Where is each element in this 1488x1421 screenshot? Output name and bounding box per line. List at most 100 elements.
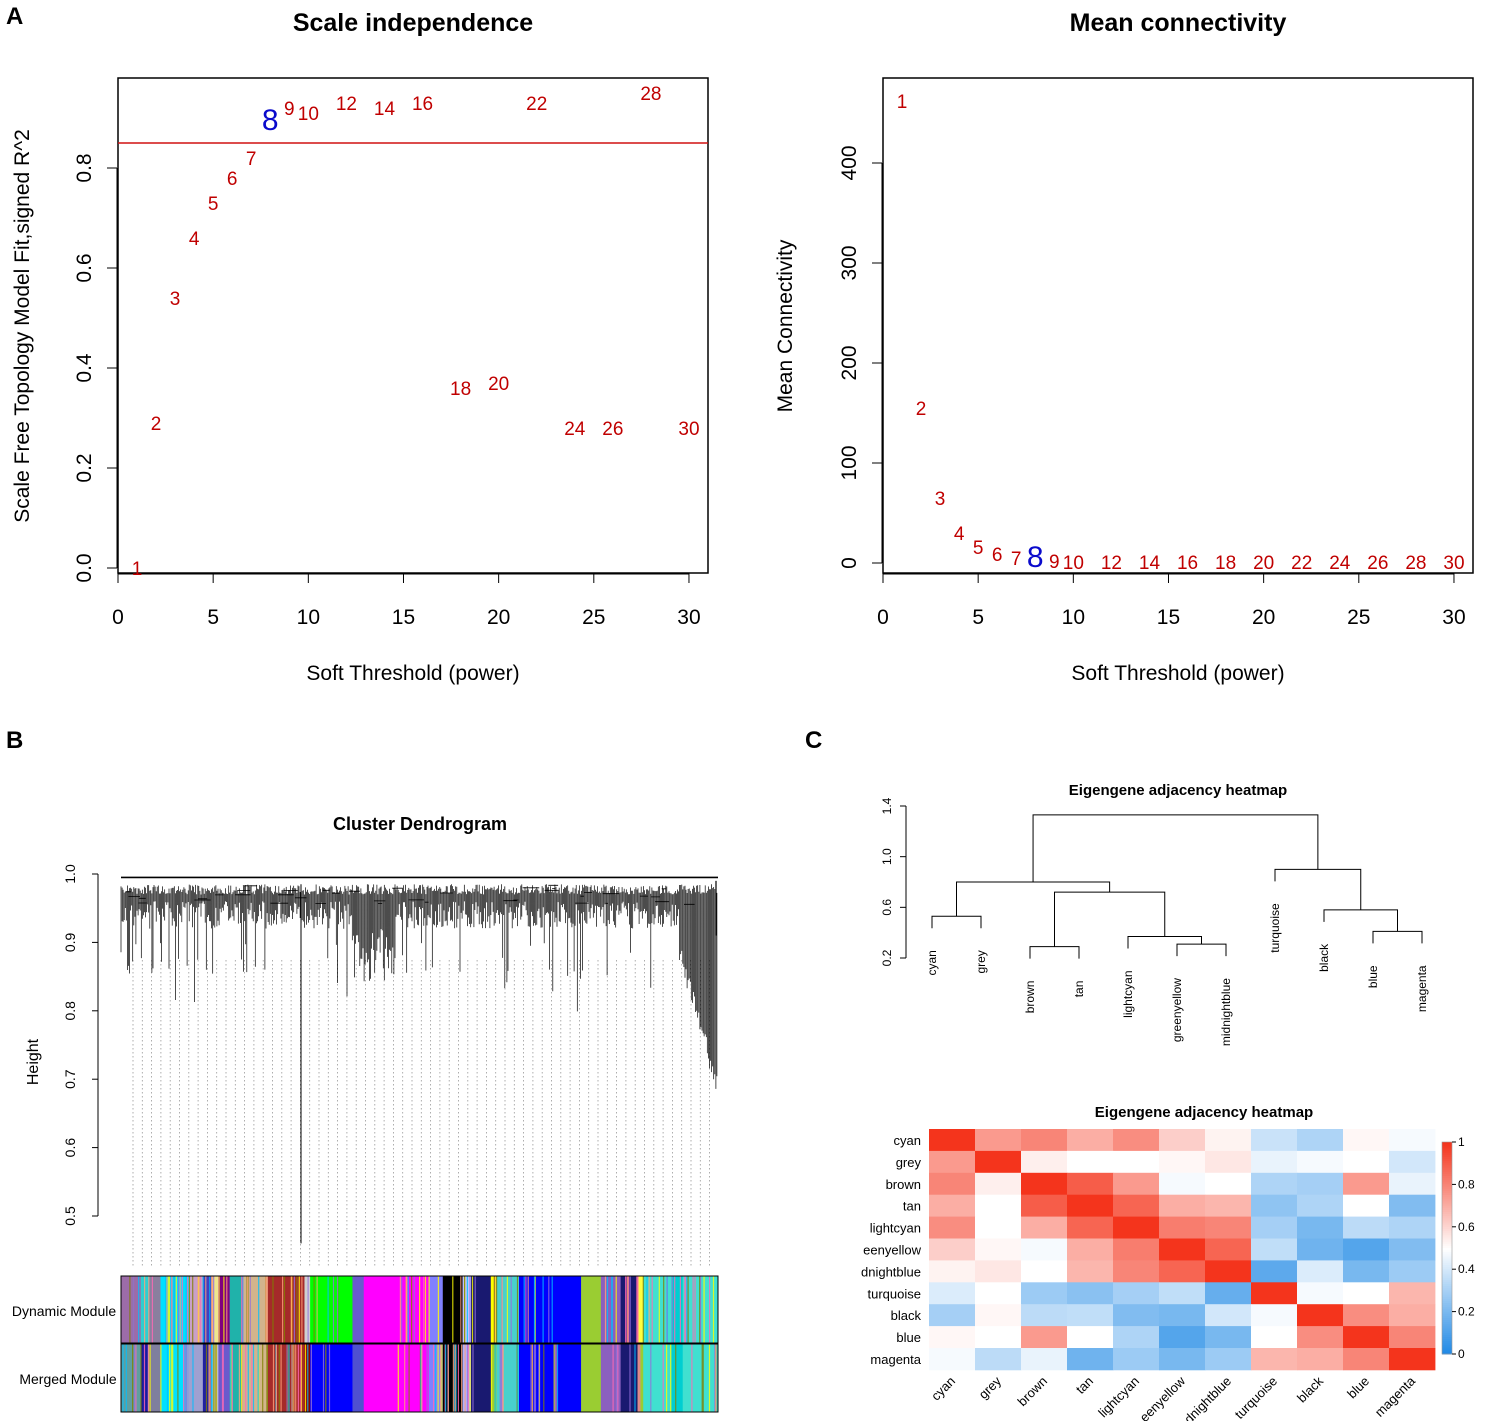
dendrogram-merge <box>1274 868 1362 910</box>
chart-title: Eigengene adjacency heatmap <box>1095 1104 1313 1121</box>
row-label: cyan <box>894 1133 921 1148</box>
x-tick-label: 0 <box>877 606 889 629</box>
merged-module-label: Merged Module <box>19 1371 116 1387</box>
colorbar-step <box>1442 1156 1452 1160</box>
merged-module-bar-segment <box>242 1344 269 1412</box>
leaf-label: midnightblue <box>1219 978 1233 1046</box>
heatmap-cell <box>1389 1348 1436 1371</box>
colorbar-step <box>1442 1182 1452 1185</box>
colorbar-step <box>1442 1237 1452 1241</box>
dynamic-module-bar-segment <box>304 1276 311 1343</box>
mean-connectivity-chart: Mean connectivity 0 5 10 15 20 25 30 010020030… <box>774 9 1474 685</box>
colorbar-step <box>1442 1334 1452 1338</box>
merged-module-bar-segment <box>519 1344 582 1412</box>
data-point: 3 <box>935 489 946 510</box>
heatmap-cell <box>1297 1194 1344 1217</box>
colorbar-step <box>1442 1256 1452 1260</box>
heatmap-cell <box>1297 1150 1344 1174</box>
row-label: dnightblue <box>861 1264 921 1279</box>
dynamic-module-bar-segment <box>620 1276 638 1343</box>
heatmap-cell <box>1113 1348 1160 1371</box>
data-point: 5 <box>208 194 219 215</box>
merged-module-bar-segment <box>490 1344 497 1412</box>
heatmap-cell <box>1251 1348 1298 1371</box>
colorbar-step <box>1442 1347 1452 1351</box>
heatmap-cell <box>1251 1150 1298 1174</box>
heatmap-cell <box>1389 1304 1436 1327</box>
heatmap-cell <box>1297 1172 1344 1196</box>
data-point: 2 <box>151 414 162 435</box>
colorbar-step <box>1442 1324 1452 1327</box>
colorbar-step <box>1442 1226 1452 1230</box>
data-point: 20 <box>488 374 509 395</box>
leaf-label: greenyellow <box>1170 978 1184 1042</box>
colorbar-step <box>1442 1201 1452 1204</box>
colorbar-step <box>1442 1184 1452 1188</box>
dendrogram-merge <box>1032 814 1319 882</box>
dynamic-module-bar-segment <box>637 1276 644 1343</box>
colorbar-step <box>1442 1309 1452 1313</box>
colorbar-step <box>1442 1341 1452 1344</box>
colorbar-step <box>1442 1188 1452 1192</box>
data-point: 12 <box>1101 553 1122 574</box>
heatmap-cell <box>1205 1282 1252 1305</box>
x-tick-label: 20 <box>1252 606 1275 629</box>
chart-title: Scale independence <box>293 9 533 37</box>
colorbar-step <box>1442 1250 1452 1253</box>
heatmap-cell <box>1343 1194 1390 1217</box>
colorbar-step <box>1442 1292 1452 1296</box>
colorbar-step <box>1442 1209 1452 1213</box>
panel-label-a: A <box>6 3 23 30</box>
colorbar-step <box>1442 1326 1452 1330</box>
heatmap-cell <box>1343 1326 1390 1349</box>
colorbar-step <box>1442 1154 1452 1158</box>
colorbar-step <box>1442 1267 1452 1270</box>
dendrogram-leaves <box>120 884 718 1089</box>
x-tick-label: 0 <box>112 606 124 629</box>
merged-module-bar-segment <box>121 1344 142 1412</box>
y-tick-label: 1.0 <box>880 848 894 865</box>
y-tick-label: 0.7 <box>62 1069 78 1089</box>
heatmap-cell <box>929 1348 976 1371</box>
heatmap-cell <box>1205 1172 1252 1196</box>
col-label: magenta <box>1372 1373 1419 1420</box>
heatmap-cell <box>1343 1282 1390 1305</box>
heatmap-cell <box>975 1326 1022 1349</box>
heatmap-cell <box>1389 1260 1436 1283</box>
heatmap-cell <box>975 1304 1022 1327</box>
colorbar-step <box>1442 1239 1452 1243</box>
row-label: tan <box>903 1199 921 1214</box>
row-label: turquoise <box>868 1286 921 1301</box>
heatmap-cell <box>1389 1194 1436 1217</box>
data-point-highlight: 8 <box>1027 541 1044 574</box>
data-point: 26 <box>602 419 623 440</box>
colorbar-step <box>1442 1337 1452 1340</box>
heatmap-cell <box>1343 1150 1390 1174</box>
colorbar-tick-label: 0 <box>1458 1347 1465 1361</box>
data-point: 3 <box>170 289 181 310</box>
cluster-dendrogram-chart: Cluster Dendrogram Height 0.5 0.6 0.7 0.8 0.… <box>12 814 719 1413</box>
heatmap-cell <box>1021 1348 1068 1371</box>
colorbar-step <box>1442 1262 1452 1266</box>
x-tick-label: 15 <box>1157 606 1180 629</box>
colorbar-step <box>1442 1349 1452 1353</box>
colorbar-step <box>1442 1171 1452 1175</box>
row-label: blue <box>896 1330 921 1345</box>
heatmap-cell <box>1021 1216 1068 1239</box>
plot-frame <box>117 77 709 574</box>
colorbar-step <box>1442 1345 1452 1349</box>
heatmap-cell <box>1389 1172 1436 1196</box>
chart-title: Eigengene adjacency heatmap <box>1069 782 1287 799</box>
heatmap-cell <box>1297 1238 1344 1261</box>
dynamic-module-bar-frame <box>120 1275 719 1344</box>
colorbar-step <box>1442 1231 1452 1234</box>
colorbar-step <box>1442 1199 1452 1202</box>
heatmap-cell <box>1113 1238 1160 1261</box>
data-point-highlight: 8 <box>262 104 279 137</box>
heatmap-cell <box>975 1172 1022 1196</box>
colorbar-step <box>1442 1220 1452 1224</box>
colorbar-step <box>1442 1305 1452 1308</box>
dynamic-module-bar-segment <box>519 1276 582 1343</box>
colorbar-tick-label: 1 <box>1458 1135 1465 1149</box>
col-label: tan <box>1073 1373 1096 1396</box>
